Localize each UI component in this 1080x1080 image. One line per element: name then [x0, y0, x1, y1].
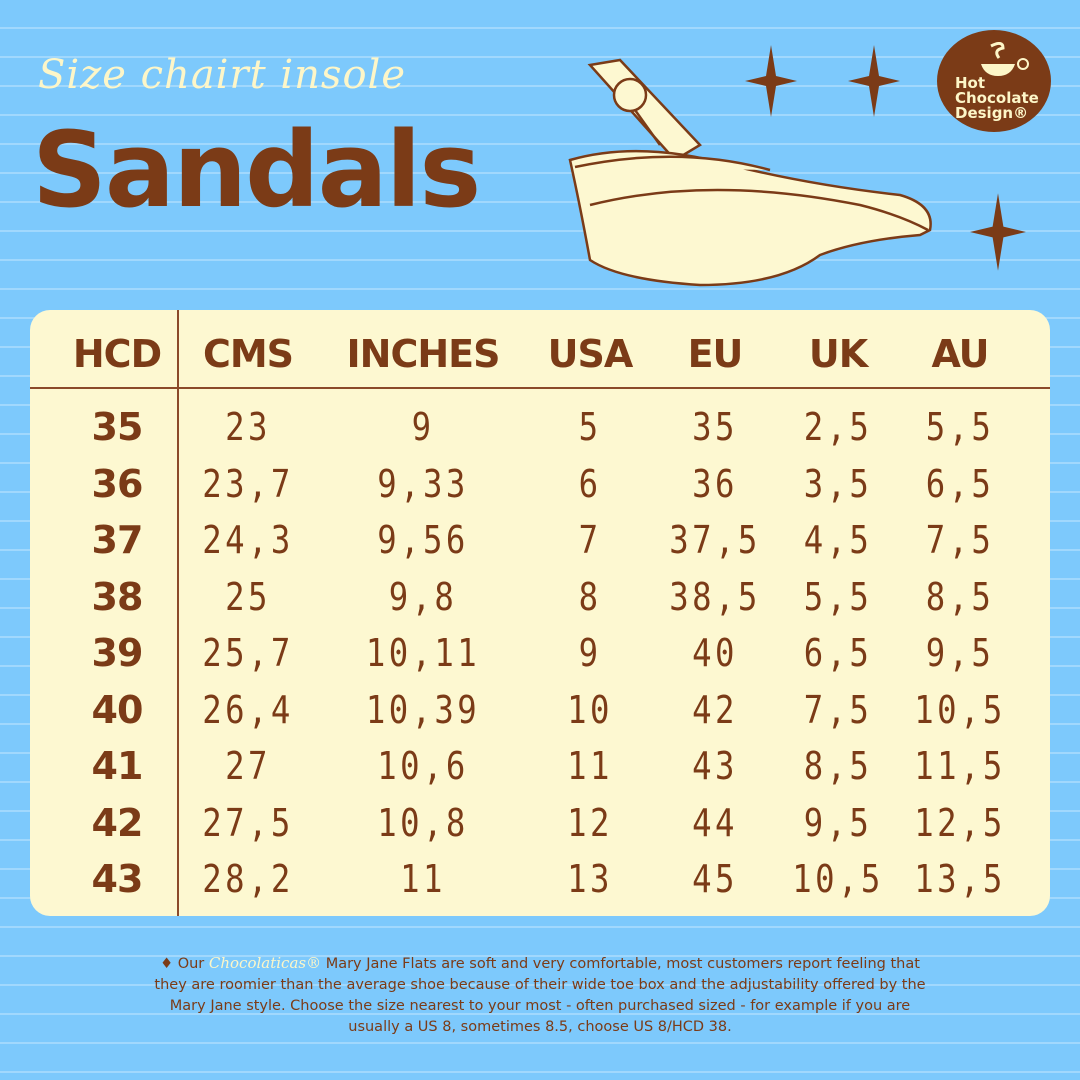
- table-cell-hcd: 40: [91, 687, 144, 732]
- table-cell-uk: 3,5: [803, 461, 873, 506]
- logo-line-1: Hot: [955, 74, 986, 92]
- table-cell-hcd: 37: [91, 518, 144, 562]
- table-cell-inches: 10,8: [377, 800, 469, 845]
- table-cell-usa: 11: [567, 744, 613, 788]
- table-cell-cms: 23: [225, 405, 271, 449]
- table-cell-cms: 23,7: [202, 461, 294, 506]
- table-cell-uk: 10,5: [792, 857, 884, 901]
- table-cell-inches: 10,6: [377, 744, 469, 788]
- table-cell-hcd: 42: [91, 800, 144, 845]
- table-cell-au: 11,5: [914, 744, 1006, 788]
- brand-logo: Hot Chocolate Design®: [937, 30, 1051, 132]
- table-cell-cms: 25,7: [202, 631, 294, 675]
- bullet-icon: ♦: [160, 956, 174, 972]
- table-cell-uk: 4,5: [803, 518, 873, 562]
- table-cell-hcd: 35: [91, 405, 144, 449]
- table-cell-cms: 27: [225, 744, 271, 788]
- table-cell-au: 10,5: [914, 687, 1006, 732]
- footnote: ♦ Our Chocolaticas® Mary Jane Flats are …: [150, 953, 930, 1038]
- table-cell-inches: 10,39: [365, 687, 481, 732]
- brand-name: Chocolaticas®: [208, 954, 322, 972]
- column-divider: [177, 310, 179, 916]
- table-cell-cms: 27,5: [202, 800, 294, 845]
- table-cell-inches: 9,8: [388, 574, 458, 619]
- column-header-au: AU: [931, 332, 989, 376]
- header-divider: [30, 387, 1050, 389]
- table-cell-uk: 2,5: [803, 405, 873, 449]
- star-icon: [970, 193, 1026, 271]
- table-cell-uk: 6,5: [803, 631, 873, 675]
- subtitle: Size chairt insole: [38, 52, 406, 98]
- size-table: HCD CMS INCHES USA EU UK AU 35 23 9 5 35 2,5 5,5 36 23,…: [30, 310, 1050, 916]
- table-cell-eu: 44: [692, 800, 738, 845]
- table-cell-cms: 26,4: [202, 687, 294, 732]
- table-cell-eu: 40: [692, 631, 738, 675]
- note-text: Mary Jane Flats are soft and very comfor…: [154, 956, 926, 1035]
- table-cell-eu: 45: [692, 857, 738, 901]
- table-cell-au: 8,5: [925, 574, 995, 619]
- column-header-eu: EU: [687, 332, 744, 376]
- table-cell-usa: 10: [567, 687, 613, 732]
- table-cell-eu: 36: [692, 461, 738, 506]
- column-header-usa: USA: [547, 332, 634, 376]
- cup-icon: [981, 42, 1029, 76]
- table-cell-hcd: 38: [91, 574, 144, 619]
- note-prefix: Our: [177, 956, 205, 972]
- column-header-inches: INCHES: [346, 332, 501, 376]
- table-cell-inches: 11: [400, 857, 446, 901]
- table-cell-uk: 9,5: [803, 800, 873, 845]
- table-cell-hcd: 43: [91, 857, 144, 901]
- table-cell-au: 5,5: [925, 405, 995, 449]
- table-cell-cms: 24,3: [202, 518, 294, 562]
- star-icon: [848, 45, 900, 117]
- column-header-hcd: HCD: [72, 332, 162, 376]
- table-cell-au: 7,5: [925, 518, 995, 562]
- table-cell-inches: 9: [411, 405, 435, 449]
- table-cell-usa: 13: [567, 857, 613, 901]
- table-cell-eu: 37,5: [669, 518, 761, 562]
- table-cell-eu: 35: [692, 405, 738, 449]
- table-cell-uk: 7,5: [803, 687, 873, 732]
- table-cell-eu: 43: [692, 744, 738, 788]
- table-cell-uk: 5,5: [803, 574, 873, 619]
- table-cell-inches: 9,33: [377, 461, 469, 506]
- table-cell-au: 12,5: [914, 800, 1006, 845]
- table-cell-inches: 10,11: [365, 631, 481, 675]
- table-cell-eu: 42: [692, 687, 738, 732]
- table-cell-usa: 7: [578, 518, 602, 562]
- logo-line-2: Chocolate: [955, 89, 1039, 107]
- table-cell-au: 13,5: [914, 857, 1006, 901]
- table-cell-usa: 12: [567, 800, 613, 845]
- logo-line-3: Design®: [955, 104, 1029, 122]
- star-icon: [745, 45, 797, 117]
- table-cell-au: 6,5: [925, 461, 995, 506]
- table-cell-hcd: 39: [91, 631, 144, 675]
- column-header-uk: UK: [808, 332, 868, 376]
- page-title: Sandals: [32, 109, 481, 231]
- table-cell-hcd: 41: [91, 744, 144, 788]
- table-cell-au: 9,5: [925, 631, 995, 675]
- table-cell-eu: 38,5: [669, 574, 761, 619]
- table-cell-cms: 25: [225, 574, 271, 619]
- sandal-illustration: [568, 58, 932, 287]
- table-cell-usa: 6: [578, 461, 602, 506]
- table-cell-hcd: 36: [91, 461, 144, 506]
- column-header-cms: CMS: [202, 332, 294, 376]
- table-cell-cms: 28,2: [202, 857, 294, 901]
- table-cell-usa: 8: [578, 574, 602, 619]
- table-cell-uk: 8,5: [803, 744, 873, 788]
- table-cell-usa: 5: [578, 405, 602, 449]
- table-cell-inches: 9,56: [377, 518, 469, 562]
- table-cell-usa: 9: [578, 631, 602, 675]
